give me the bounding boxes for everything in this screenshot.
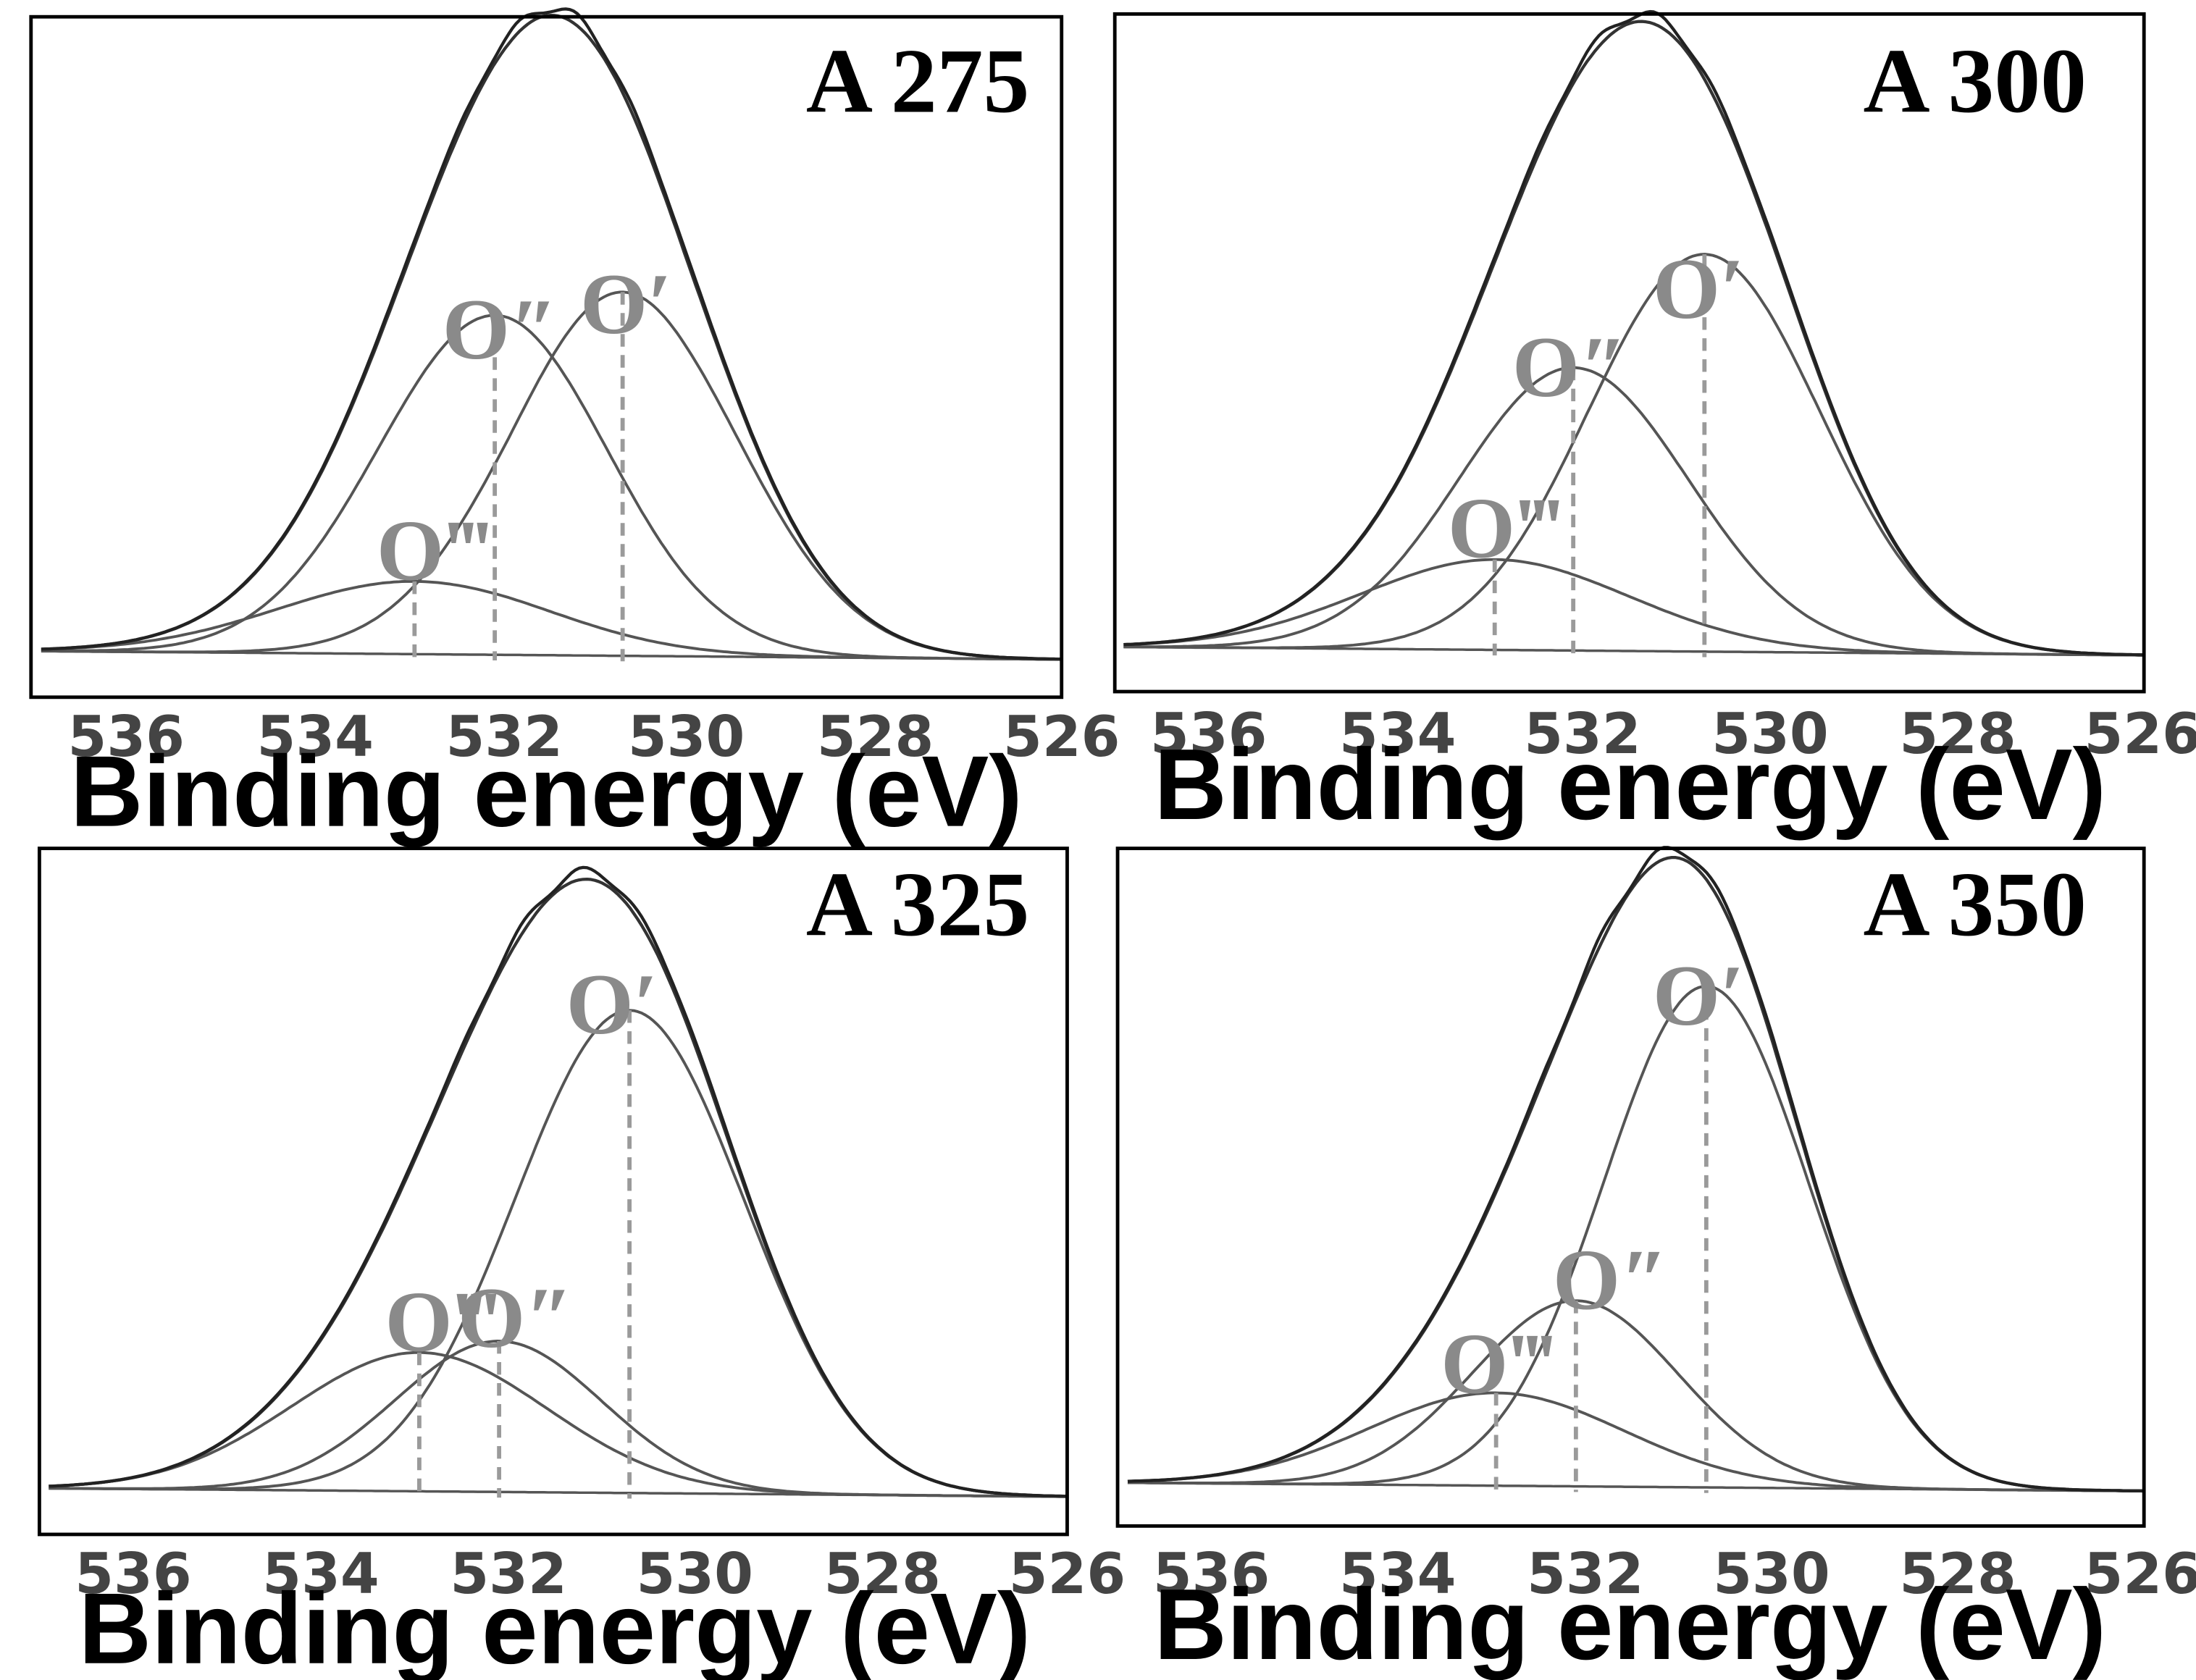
x-tick-label: 528	[817, 705, 934, 770]
x-tick-label: 528	[824, 1542, 941, 1607]
panel-title: A 325	[806, 852, 1029, 955]
x-tick-label: 532	[450, 1542, 566, 1607]
fit-component-curve	[41, 579, 1062, 661]
plot-frame	[1112, 12, 2146, 694]
x-tick-label: 532	[446, 705, 563, 770]
peak-label: O′	[566, 956, 658, 1052]
plot-frame	[29, 14, 1064, 700]
peak-label: O′	[1653, 240, 1745, 337]
peak-label: O‴	[385, 1274, 500, 1370]
x-axis-title: Binding energy (eV)	[79, 1573, 1031, 1680]
plot-frame	[1115, 847, 2146, 1528]
x-tick-label: 534	[257, 705, 374, 770]
x-tick-labels: 536 534 532 530 528 526	[75, 1542, 1126, 1607]
peak-label: O‴	[377, 502, 492, 598]
peak-label: O″	[1553, 1232, 1668, 1328]
panel-a275: A 275 536 534 532 530 528 526 Binding en…	[29, 7, 1120, 848]
experimental-curve	[41, 7, 1062, 661]
x-tick-label: 530	[628, 705, 745, 770]
x-tick-label: 536	[75, 1542, 191, 1607]
plot-a325	[49, 865, 1068, 1499]
fit-envelope-curve	[49, 878, 1068, 1498]
plot-a350	[1127, 846, 2143, 1493]
x-tick-label: 528	[1899, 1542, 2016, 1607]
panel-a300: A 300 536 534 532 530 528 526 Binding en…	[1112, 9, 2196, 841]
fit-component-curve	[49, 1009, 1068, 1498]
x-axis-title: Binding energy (eV)	[1154, 728, 2106, 841]
x-tick-label: 532	[1524, 702, 1640, 767]
x-tick-label: 530	[1713, 1542, 1830, 1607]
fit-component-curve	[49, 1351, 1068, 1498]
x-tick-label: 526	[2084, 1542, 2196, 1607]
panel-title: A 300	[1864, 30, 2087, 133]
peak-label: O″	[458, 1269, 573, 1366]
fit-component-curve	[1127, 1391, 2143, 1492]
x-tick-labels: 536 534 532 530 528 526	[1153, 1542, 2196, 1607]
x-axis-title: Binding energy (eV)	[70, 736, 1023, 848]
experimental-curve	[49, 865, 1068, 1498]
peak-label: O‴	[1441, 1316, 1556, 1412]
peak-label: O′	[1653, 947, 1745, 1043]
panel-a350: A 350 536 534 532 530 528 526 Binding en…	[1115, 846, 2196, 1680]
x-tick-label: 536	[1150, 702, 1267, 767]
x-tick-label: 528	[1899, 702, 2016, 767]
x-tick-label: 534	[1339, 1542, 1456, 1607]
plot-frame	[37, 847, 1069, 1537]
x-tick-labels: 536 534 532 530 528 526	[68, 705, 1120, 770]
x-axis-title: Binding energy (eV)	[1154, 1568, 2106, 1680]
panel-a325: A 325 536 534 532 530 528 526 Binding en…	[37, 847, 1126, 1680]
peak-label: O″	[1512, 319, 1627, 415]
experimental-curve	[1123, 9, 2143, 657]
x-tick-label: 530	[636, 1542, 753, 1607]
fit-component-curve	[1123, 558, 2143, 657]
x-tick-label: 530	[1711, 702, 1828, 767]
experimental-curve	[1127, 846, 2143, 1492]
peak-label: O′	[580, 256, 672, 352]
peak-label: O″	[443, 281, 558, 377]
fit-component-curve	[1123, 253, 2143, 657]
x-tick-label: 536	[1153, 1542, 1270, 1607]
x-tick-label: 526	[1009, 1542, 1126, 1607]
x-tick-label: 526	[1003, 705, 1120, 770]
peak-label: O‴	[1448, 479, 1563, 576]
panel-title: A 275	[806, 30, 1029, 133]
x-tick-label: 534	[262, 1542, 379, 1607]
x-tick-labels: 536 534 532 530 528 526	[1150, 702, 2196, 767]
panel-title: A 350	[1864, 852, 2087, 955]
x-tick-label: 532	[1527, 1542, 1643, 1607]
x-tick-label: 536	[68, 705, 185, 770]
plot-a300	[1123, 9, 2143, 658]
x-tick-label: 526	[2084, 702, 2196, 767]
x-tick-label: 534	[1339, 702, 1456, 767]
